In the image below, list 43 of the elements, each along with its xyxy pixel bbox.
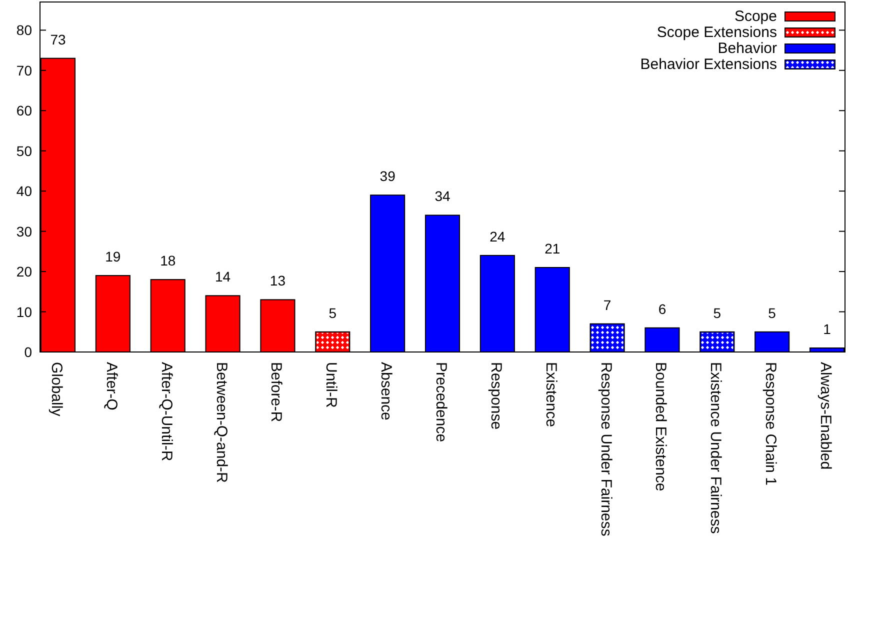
x-tick-label: Response [487,362,504,430]
x-tick-label: Response Under Fairness [597,362,614,536]
data-label: 39 [380,168,396,184]
data-label: 7 [603,296,612,313]
x-tick-label: Precedence [432,362,450,442]
y-tick-label: 70 [16,62,32,78]
data-label: 14 [214,268,231,285]
x-tick-label: Before-R [268,362,285,422]
data-label: 34 [434,188,450,204]
data-label: 5 [713,304,722,321]
y-tick-label: 0 [24,344,32,360]
data-label: 21 [544,240,560,257]
data-label: 1 [823,320,832,337]
x-tick-label: Always-Enabled [817,362,834,470]
x-tick-label: Response Chain 1 [762,362,780,486]
x-tick-label: Until-R [322,362,340,408]
data-label: 18 [160,252,176,269]
x-tick-label: Absence [378,362,395,420]
legend-label: Scope Extensions [656,24,777,41]
y-tick-label: 20 [16,264,32,280]
data-label: 24 [490,228,506,244]
legend-label: Behavior [718,40,778,57]
data-label: 5 [328,304,337,321]
x-tick-label: Bounded Existence [652,362,670,492]
y-tick-label: 30 [16,223,32,240]
x-tick-label: After-Q-Until-R [158,362,175,462]
y-tick-label: 60 [16,102,32,119]
y-tick-label: 80 [16,22,32,38]
legend-label: Behavior Extensions [640,56,777,73]
data-label: 5 [768,304,776,321]
x-tick-label: Existence [542,362,560,428]
x-tick-label: Between-Q-and-R [212,362,230,484]
data-label: 13 [270,272,286,289]
x-tick-label: Existence Under Fairness [707,362,724,534]
x-tick-label: Globally [48,362,65,417]
x-tick-label: After-Q [102,362,120,410]
data-label: 6 [658,300,666,317]
y-tick-label: 50 [16,142,32,159]
legend-label: Scope [734,8,777,25]
y-tick-label: 10 [16,304,32,320]
y-tick-label: 40 [16,183,32,200]
data-label: 19 [105,248,121,265]
data-label: 73 [50,31,66,48]
